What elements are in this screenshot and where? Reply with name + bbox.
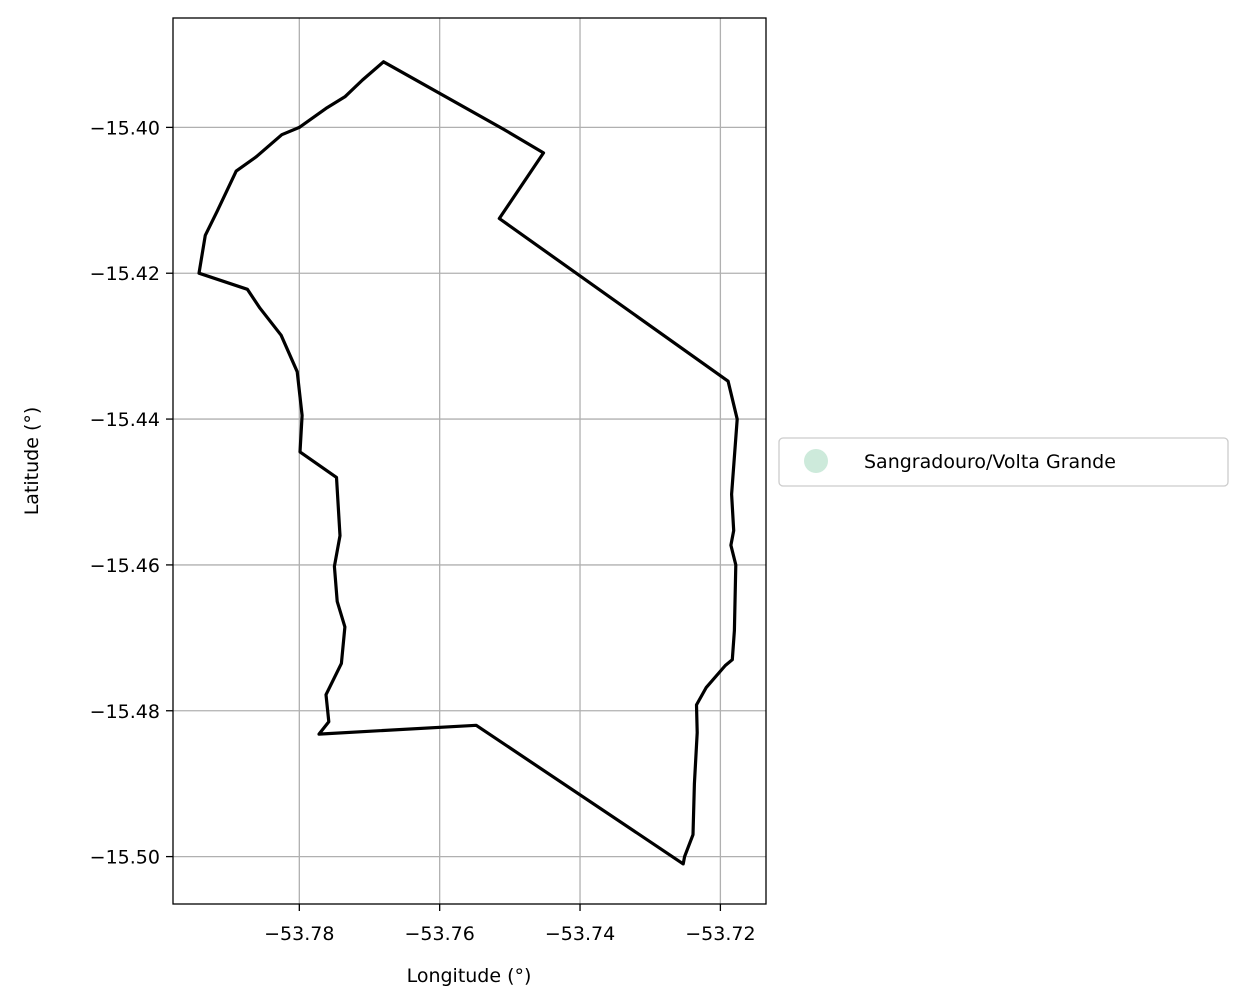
x-tick-label: −53.76 bbox=[405, 923, 475, 945]
x-axis-ticks: −53.78 −53.76 −53.74 −53.72 bbox=[264, 904, 756, 945]
x-tick-label: −53.78 bbox=[264, 923, 334, 945]
y-tick-label: −15.42 bbox=[90, 263, 160, 285]
plot-frame bbox=[172, 17, 767, 905]
grid-lines bbox=[173, 18, 766, 904]
y-tick-label: −15.44 bbox=[90, 409, 160, 431]
legend: Sangradouro/Volta Grande bbox=[778, 437, 1229, 487]
x-axis-label: Longitude (°) bbox=[407, 965, 532, 987]
legend-frame bbox=[778, 437, 1229, 487]
legend-entry-label: Sangradouro/Volta Grande bbox=[864, 451, 1116, 473]
legend-marker-icon bbox=[804, 449, 828, 473]
y-axis-label: Latitude (°) bbox=[21, 407, 43, 516]
y-tick-label: −15.48 bbox=[90, 701, 160, 723]
y-axis-ticks: −15.40 −15.42 −15.44 −15.46 −15.48 −15.50 bbox=[90, 117, 173, 869]
x-tick-label: −53.72 bbox=[685, 923, 755, 945]
territory-boundary-outline bbox=[197, 60, 739, 866]
y-tick-label: −15.46 bbox=[90, 555, 160, 577]
x-tick-label: −53.74 bbox=[545, 923, 615, 945]
y-tick-label: −15.40 bbox=[90, 117, 160, 139]
y-tick-label: −15.50 bbox=[90, 847, 160, 869]
